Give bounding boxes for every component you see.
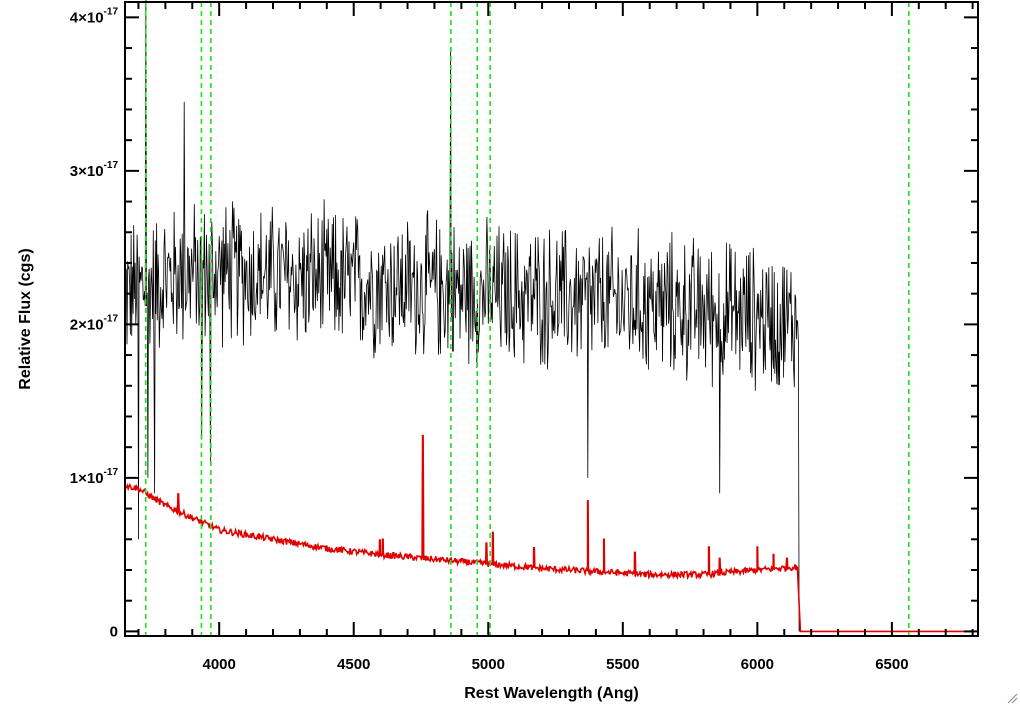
model-spectrum-line <box>124 434 978 633</box>
series-layer <box>124 0 978 633</box>
y-tick-label: 1×10-17 <box>70 467 119 487</box>
reference-lines-layer <box>144 2 910 636</box>
y-tick-label: 0 <box>110 623 118 640</box>
observed-spectrum-line <box>124 0 800 632</box>
x-tick-label: 6500 <box>875 656 908 673</box>
y-axis-title: Relative Flux (cgs) <box>17 248 34 389</box>
x-tick-label: 6000 <box>741 656 774 673</box>
resize-grip-icon[interactable] <box>1006 692 1018 704</box>
ticks-layer <box>125 2 978 636</box>
x-tick-label: 4500 <box>337 656 370 673</box>
y-tick-label: 4×10-17 <box>70 6 119 26</box>
y-tick-label: 3×10-17 <box>70 160 119 180</box>
x-axis-title: Rest Wavelength (Ang) <box>464 685 639 702</box>
tick-labels-layer: 4000 4500 5000 5500 6000 6500 0 1×10-17 2×10-17 3… <box>70 6 909 673</box>
x-tick-label: 5500 <box>606 656 639 673</box>
plot-frame <box>124 1 979 637</box>
y-tick-label: 2×10-17 <box>70 313 119 333</box>
x-tick-label: 5000 <box>472 656 505 673</box>
x-tick-label: 4000 <box>202 656 235 673</box>
